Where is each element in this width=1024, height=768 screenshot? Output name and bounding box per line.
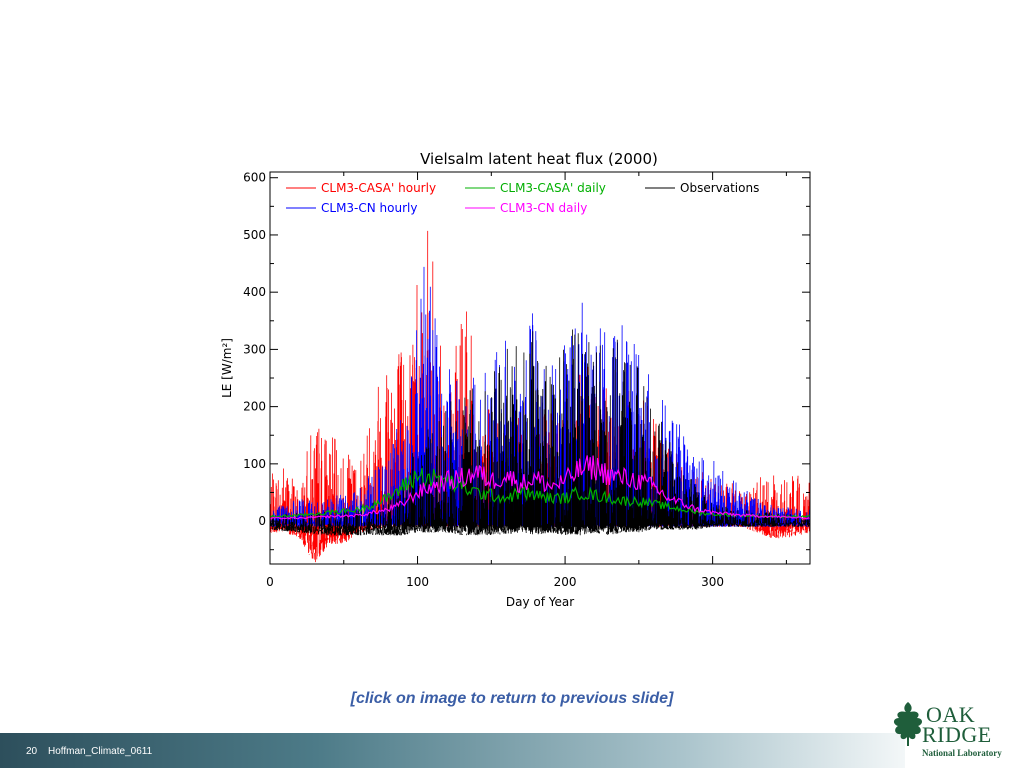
plot-frame [269, 171, 811, 565]
oak-leaf-icon [893, 702, 923, 746]
x-tick-label: 0 [266, 575, 274, 589]
logo-line3: National Laboratory [922, 748, 1002, 758]
logo-line2: RIDGE [922, 722, 992, 747]
y-tick-label: 200 [243, 400, 266, 414]
x-axis-label: Day of Year [506, 595, 574, 609]
x-tick-label: 100 [406, 575, 429, 589]
legend-label: CLM3-CASA' daily [500, 181, 606, 195]
y-tick-label: 100 [243, 457, 266, 471]
axis-ticks: 0 100 200 300 400 500 600 0 100 200 300 [243, 171, 810, 589]
legend-label: CLM3-CASA' hourly [321, 181, 436, 195]
y-tick-label: 500 [243, 228, 266, 242]
ornl-logo: OAK RIDGE National Laboratory [890, 700, 1010, 765]
legend-label: Observations [680, 181, 759, 195]
y-tick-label: 0 [258, 514, 266, 528]
footer-bar: 20 Hoffman_Climate_0611 [0, 733, 905, 768]
series-clm3-casa-daily [270, 467, 810, 519]
y-tick-label: 400 [243, 285, 266, 299]
chart-svg[interactable]: Vielsalm latent heat flux (2000) 0 100 200… [200, 140, 840, 620]
legend: CLM3-CASA' hourly CLM3-CASA' daily Observa… [286, 181, 759, 215]
chart[interactable]: Vielsalm latent heat flux (2000) 0 100 200… [200, 140, 840, 620]
legend-label: CLM3-CN daily [500, 201, 587, 215]
footer-text: Hoffman_Climate_0611 [48, 746, 153, 757]
plot-area [270, 230, 810, 563]
return-link[interactable]: [click on image to return to previous sl… [350, 690, 674, 707]
x-tick-label: 200 [554, 575, 577, 589]
y-tick-label: 600 [243, 171, 266, 185]
page-number: 20 [26, 746, 38, 757]
legend-label: CLM3-CN hourly [321, 201, 417, 215]
x-tick-label: 300 [701, 575, 724, 589]
series-clm3-cn-daily [270, 455, 810, 520]
y-axis-label: LE [W/m²] [220, 338, 234, 398]
chart-title: Vielsalm latent heat flux (2000) [420, 150, 658, 168]
y-tick-label: 300 [243, 342, 266, 356]
logo-line1: OAK [926, 702, 976, 727]
